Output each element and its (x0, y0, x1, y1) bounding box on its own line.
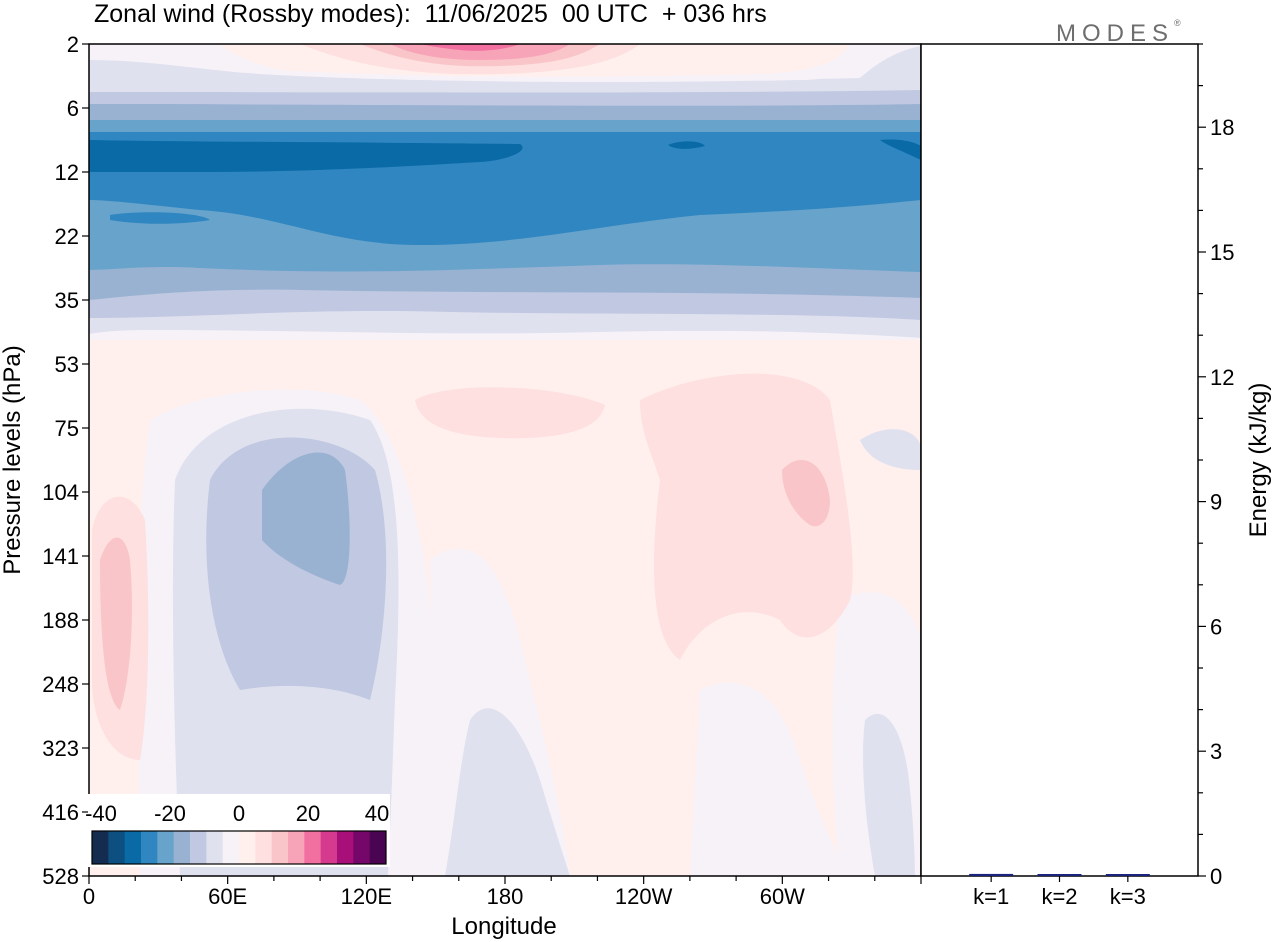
y-tick-label: 22 (55, 224, 79, 249)
bar-category-label: k=3 (1110, 884, 1146, 909)
colorbar-tick-label: 0 (233, 801, 245, 826)
positive-cell-east-inner (782, 460, 830, 527)
y-tick-label: 416 (42, 800, 79, 825)
positive-cell-west-inner (100, 537, 132, 710)
positive-cell-east-outer (640, 373, 853, 660)
colorbar: -40 -20 0 20 40 (85, 794, 390, 867)
band-positive-top-4 (390, 44, 570, 60)
bar-plot-frame (920, 43, 1199, 877)
contour-field (89, 44, 921, 876)
longitude-axis: 0 60E 120E 180 120W 60W (83, 876, 922, 909)
y-axis-label: Pressure levels (hPa) (0, 345, 26, 574)
y-tick-label: 35 (55, 288, 79, 313)
energy-tick-label: 15 (1210, 240, 1234, 265)
y-tick-label: 323 (42, 736, 79, 761)
x-tick-label: 120W (615, 884, 673, 909)
colorbar-frame (91, 830, 387, 865)
logo-text: MODES (1056, 20, 1175, 47)
negative-region-lower-east (863, 713, 915, 876)
negative-cell-west-inner (262, 452, 350, 585)
colorbar-swatch (304, 831, 322, 864)
bar-category-label: k=1 (973, 884, 1009, 909)
colorbar-swatch (190, 831, 207, 864)
x-tick-label: 60W (760, 884, 805, 909)
energy-bars: k=1 k=2 k=3 (969, 873, 1150, 909)
colorbar-swatch (124, 831, 142, 864)
colorbar-swatch (255, 831, 273, 864)
modes-logo: MODES® (1056, 18, 1181, 48)
energy-bar (1105, 874, 1150, 876)
colorbar-swatch (239, 831, 256, 864)
x-tick-label: 120E (341, 884, 392, 909)
chart-title: Zonal wind (Rossby modes): 11/06/2025 00… (94, 0, 767, 28)
colorbar-swatch (353, 831, 371, 864)
bar-category-label: k=2 (1041, 884, 1077, 909)
positive-band-upper-mid (415, 387, 605, 439)
energy-tick-label: 9 (1210, 490, 1222, 515)
y-tick-label: 2 (67, 32, 79, 57)
y-tick-label: 75 (55, 416, 79, 441)
pressure-axis: 2 6 12 22 35 53 75 104 141 188 248 323 416 528 (42, 32, 89, 889)
colorbar-swatch (222, 831, 240, 864)
y-tick-label: 6 (67, 96, 79, 121)
energy-axis-label: Energy (kJ/kg) (1245, 383, 1272, 538)
y-tick-label: 141 (42, 544, 79, 569)
y-tick-label: 248 (42, 672, 79, 697)
energy-axis: 0 3 6 9 12 15 18 (1198, 43, 1234, 889)
band-negative-10-spot (668, 141, 705, 149)
energy-tick-label: 3 (1210, 739, 1222, 764)
negative-region-far-east (860, 429, 921, 470)
x-axis-label: Longitude (451, 913, 556, 940)
x-tick-label: 60E (208, 884, 247, 909)
y-tick-label: 528 (42, 864, 79, 889)
energy-bar (969, 873, 1014, 876)
colorbar-tick-label: -40 (85, 801, 117, 826)
colorbar-swatch (271, 831, 289, 864)
colorbar-tick-label: 40 (365, 801, 389, 826)
x-tick-label: 0 (83, 884, 95, 909)
colorbar-swatch (320, 831, 338, 864)
y-tick-label: 104 (42, 480, 79, 505)
colorbar-swatch (141, 831, 158, 864)
colorbar-swatch (157, 831, 175, 864)
band-negative-10 (89, 140, 523, 172)
x-tick-label: 180 (487, 884, 524, 909)
energy-bar (1037, 874, 1082, 876)
colorbar-swatch (288, 831, 305, 864)
colorbar-swatch (92, 831, 109, 864)
negative-region-lower-mid (445, 708, 570, 876)
energy-tick-label: 6 (1210, 614, 1222, 639)
band-negative-10-east (880, 139, 921, 160)
band-negative-25 (89, 262, 921, 300)
colorbar-swatch (173, 831, 191, 864)
band-positive-top-5 (420, 44, 520, 51)
y-tick-label: 53 (55, 352, 79, 377)
colorbar-tick-label: 20 (296, 801, 320, 826)
y-tick-label: 188 (42, 608, 79, 633)
colorbar-tick-label: -20 (154, 801, 186, 826)
energy-tick-label: 12 (1210, 365, 1234, 390)
energy-tick-label: 0 (1210, 864, 1222, 889)
colorbar-swatch (337, 831, 354, 864)
registered-mark: ® (1174, 18, 1181, 28)
band-negative-15-west-spot (110, 212, 210, 224)
colorbar-swatch (369, 831, 387, 864)
colorbar-swatch (108, 831, 126, 864)
y-tick-label: 12 (55, 160, 79, 185)
colorbar-swatch (206, 831, 224, 864)
neutral-region-east (690, 682, 850, 876)
energy-tick-label: 18 (1210, 115, 1234, 140)
